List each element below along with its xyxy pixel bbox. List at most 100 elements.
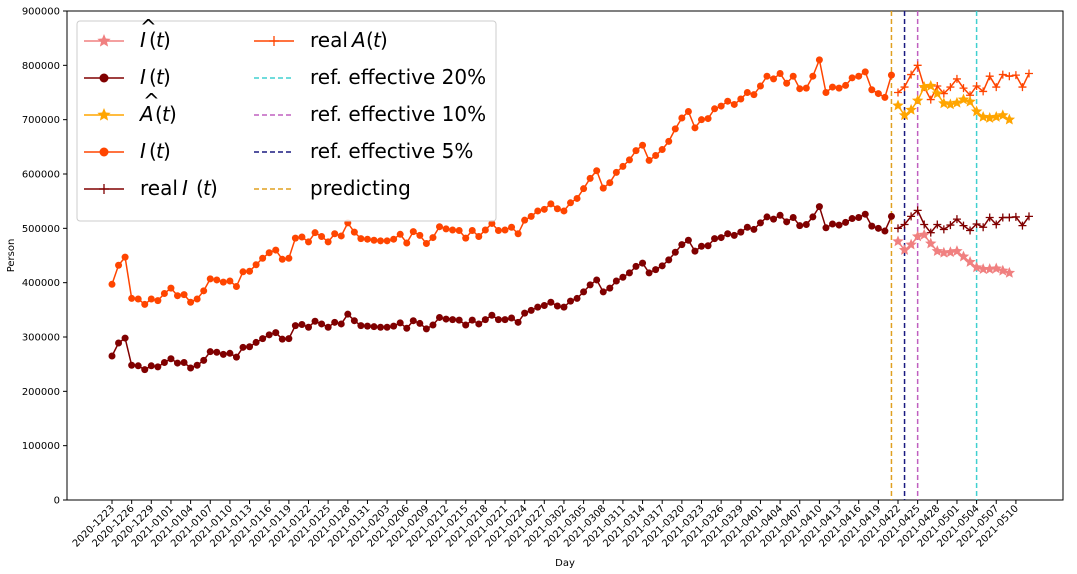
data-point — [724, 97, 732, 105]
data-point — [671, 125, 679, 133]
legend-label: predicting — [310, 176, 411, 200]
data-point — [997, 109, 1009, 121]
data-point — [678, 114, 686, 122]
data-point — [508, 314, 516, 322]
data-point — [108, 352, 116, 360]
legend-hat: ^ — [140, 15, 157, 39]
data-point — [501, 226, 509, 234]
data-point — [534, 207, 542, 215]
data-point — [99, 184, 109, 194]
data-point — [704, 242, 712, 250]
data-point — [508, 223, 516, 231]
y-axis-ticks: 0 100000 200000 300000 400000 500000 600000 700… — [22, 7, 67, 507]
data-point — [905, 238, 917, 250]
data-point — [946, 83, 955, 92]
data-point — [206, 348, 214, 356]
data-point — [983, 112, 996, 123]
data-point — [881, 93, 889, 101]
data-point — [964, 256, 976, 267]
data-point — [226, 349, 234, 357]
data-point — [972, 219, 981, 228]
data-point — [985, 72, 994, 81]
data-point — [285, 335, 293, 343]
data-point — [232, 353, 240, 361]
data-point — [521, 216, 529, 224]
data-point — [403, 239, 411, 247]
data-point — [370, 236, 378, 244]
data-point — [462, 234, 470, 242]
data-point — [409, 228, 417, 236]
data-point — [180, 359, 188, 367]
data-point — [1018, 221, 1027, 230]
data-point — [291, 322, 299, 330]
data-point — [898, 244, 911, 255]
data-point — [422, 325, 430, 333]
legend-label: ) — [163, 28, 171, 52]
data-point — [521, 309, 529, 317]
data-point — [540, 301, 548, 309]
legend-label: ( — [155, 102, 163, 126]
data-point — [298, 233, 306, 241]
legend-item: ref. effective 5% — [254, 139, 473, 163]
data-point — [905, 103, 917, 115]
data-point — [944, 246, 957, 258]
data-point — [436, 223, 443, 231]
data-point — [913, 61, 922, 70]
data-point — [593, 276, 601, 284]
data-point — [1003, 113, 1016, 125]
data-point — [416, 319, 424, 327]
data-point — [422, 240, 430, 248]
data-point — [567, 297, 574, 305]
legend-item: A^(t) — [84, 89, 177, 126]
data-point — [115, 261, 123, 269]
data-point — [698, 116, 705, 124]
data-point — [272, 246, 280, 254]
data-point — [462, 321, 470, 329]
data-point — [861, 68, 869, 76]
data-point — [717, 234, 725, 242]
data-point — [560, 303, 568, 311]
data-point — [783, 79, 791, 87]
data-point — [599, 288, 607, 296]
data-point — [939, 89, 948, 98]
legend-label: ( — [149, 65, 157, 89]
data-point — [868, 222, 876, 230]
data-point — [892, 99, 904, 111]
legend-label: ) — [169, 102, 177, 126]
data-point — [396, 319, 404, 327]
data-point — [717, 102, 725, 110]
data-point — [665, 137, 673, 145]
data-point — [990, 110, 1002, 122]
data-point — [645, 156, 653, 164]
data-point — [174, 359, 181, 367]
data-point — [488, 311, 496, 319]
x-axis-label: Day — [555, 558, 575, 569]
data-point — [925, 79, 937, 91]
legend-label: ( — [366, 28, 374, 52]
data-point — [285, 254, 293, 262]
data-point — [514, 230, 522, 238]
y-tick-label: 200000 — [22, 387, 60, 398]
data-point — [796, 85, 804, 93]
legend-hat: ^ — [143, 89, 160, 113]
legend-label: t — [156, 65, 165, 89]
data-point — [750, 225, 758, 233]
data-point — [265, 331, 273, 339]
data-point — [291, 234, 299, 242]
legend-label: ref. effective 5% — [310, 139, 473, 163]
data-point — [998, 70, 1007, 79]
data-point — [711, 235, 719, 243]
data-point — [409, 317, 417, 325]
data-point — [911, 94, 924, 106]
data-point — [108, 280, 116, 288]
data-point — [494, 316, 502, 324]
data-point — [802, 221, 810, 229]
data-point — [481, 226, 489, 234]
series-5 — [894, 206, 1033, 237]
data-point — [809, 72, 817, 80]
data-point — [918, 228, 930, 240]
data-point — [501, 316, 509, 324]
data-point — [737, 228, 745, 236]
data-point — [213, 276, 221, 284]
